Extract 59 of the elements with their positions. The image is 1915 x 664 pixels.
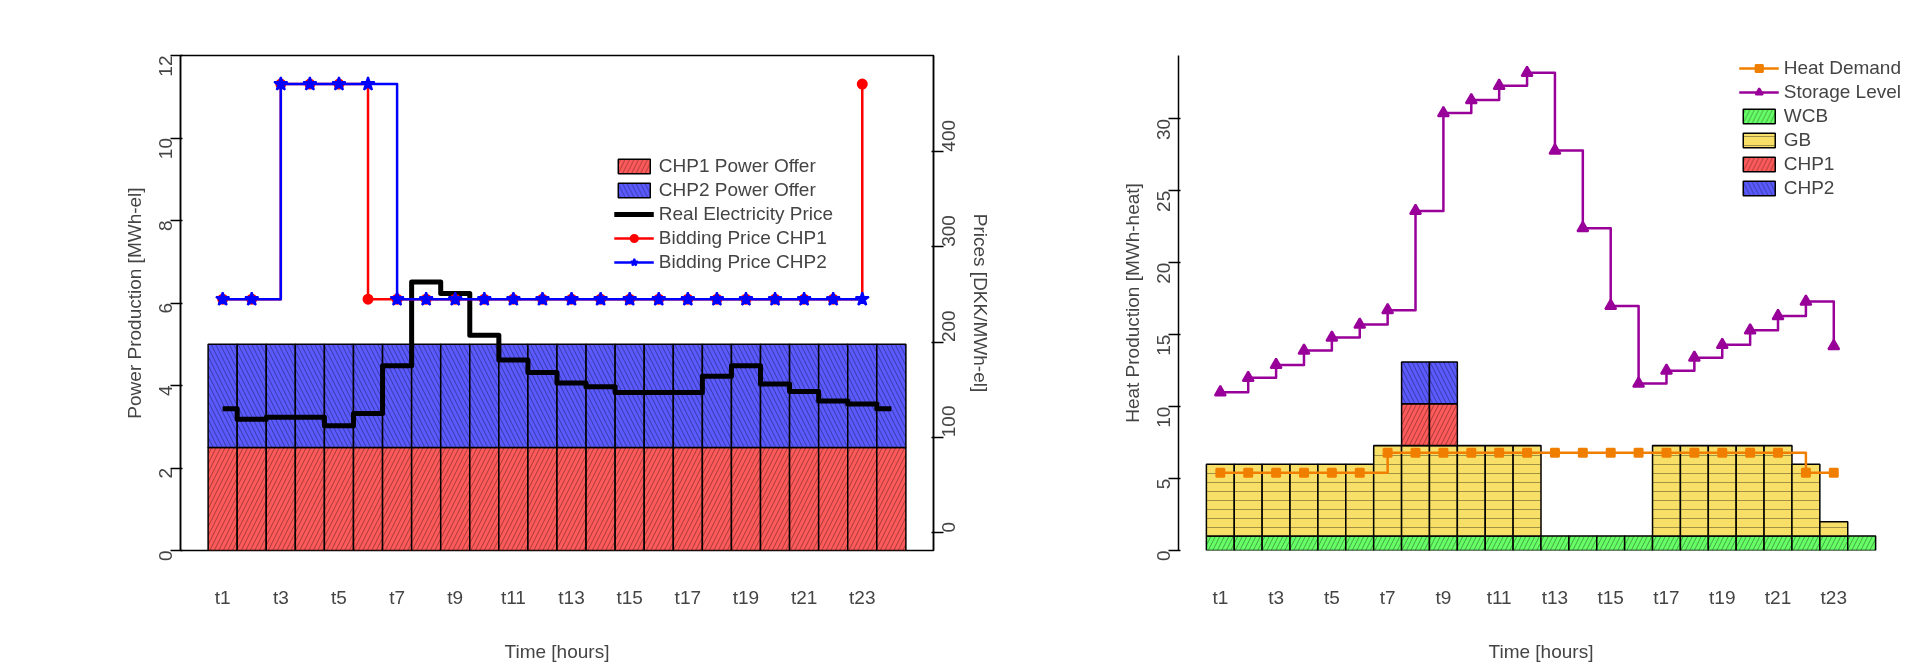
x-tick-label: t17 — [1653, 586, 1680, 608]
x-tick-label: t7 — [389, 586, 406, 608]
x-axis-title: Time [hours] — [504, 640, 610, 662]
legend-label: Bidding Price CHP2 — [658, 251, 827, 273]
y-axis-title: Heat Production [MWh-heat] — [1121, 183, 1143, 423]
x-axis-title: Time [hours] — [1488, 640, 1594, 662]
legend-label: CHP2 Power Offer — [658, 179, 816, 201]
y-tick-label: 15 — [1153, 334, 1174, 356]
y-axis-title: Power Production [MWh-el] — [123, 187, 145, 419]
legend-label: CHP2 — [1783, 177, 1835, 199]
x-tick-label: t5 — [1323, 586, 1340, 608]
x-tick-label: t3 — [1268, 586, 1285, 608]
legend-label: Storage Level — [1783, 81, 1901, 103]
x-tick-label: t9 — [1435, 586, 1452, 608]
x-tick-label: t1 — [214, 586, 231, 608]
x-tick-label: t23 — [1820, 586, 1847, 608]
y-tick-label: 0 — [1153, 550, 1174, 562]
y2-tick-label: 400 — [938, 119, 959, 152]
y-tick-label: 25 — [1153, 190, 1174, 212]
x-tick-label: t3 — [272, 586, 289, 608]
legend-label: Real Electricity Price — [658, 203, 833, 225]
y-tick-label: 30 — [1153, 118, 1174, 140]
x-tick-label: t19 — [732, 586, 760, 608]
x-tick-label: t15 — [1597, 586, 1624, 608]
y-tick-label: 6 — [155, 302, 176, 314]
x-tick-label: t19 — [1709, 586, 1736, 608]
legend-label: CHP1 — [1783, 153, 1835, 175]
x-tick-label: t11 — [500, 586, 526, 608]
x-tick-label: t21 — [1764, 586, 1792, 608]
y-tick-label: 0 — [155, 550, 176, 562]
y-tick-label: 20 — [1153, 262, 1174, 284]
x-tick-label: t23 — [849, 586, 876, 608]
legend-label: Bidding Price CHP1 — [658, 227, 827, 249]
x-tick-label: t21 — [790, 586, 818, 608]
y-tick-label: 4 — [155, 385, 176, 397]
y2-tick-label: 100 — [938, 405, 959, 438]
y-tick-label: 2 — [155, 467, 176, 479]
x-tick-label: t11 — [1486, 586, 1512, 608]
legend-label: GB — [1783, 129, 1812, 151]
y-tick-label: 10 — [155, 137, 176, 160]
y2-tick-label: 200 — [938, 310, 959, 343]
x-tick-label: t15 — [616, 586, 643, 608]
x-tick-label: t13 — [1541, 586, 1569, 608]
x-tick-label: t13 — [558, 586, 585, 608]
legend-label: Heat Demand — [1783, 57, 1901, 79]
x-tick-label: t5 — [331, 586, 347, 608]
legend-label: CHP1 Power Offer — [658, 155, 816, 177]
y-tick-label: 8 — [155, 220, 176, 232]
y-tick-label: 12 — [155, 55, 176, 77]
y-tick-label: 10 — [1153, 406, 1174, 428]
x-tick-label: t1 — [1212, 586, 1229, 608]
y2-tick-label: 0 — [938, 521, 959, 533]
x-tick-label: t9 — [447, 586, 464, 608]
y-tick-label: 5 — [1153, 478, 1174, 490]
x-tick-label: t17 — [674, 586, 702, 608]
x-tick-label: t7 — [1379, 586, 1396, 608]
y2-axis-title: Prices [DKK/MWh-el] — [969, 213, 991, 393]
legend-label: WCB — [1783, 105, 1829, 127]
y2-tick-label: 300 — [938, 215, 959, 247]
